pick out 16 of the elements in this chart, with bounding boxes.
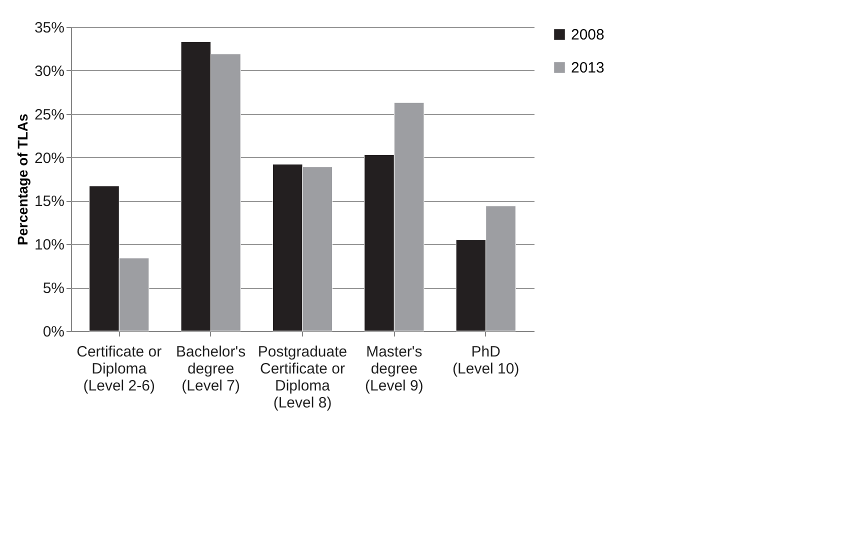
x-tick-label: PhD (Level 10) [452,344,520,378]
x-tick-label: Postgraduate Certificate or Diploma (Level 8) [258,344,348,412]
y-tick-label: 25% [34,106,64,124]
legend-label: 2008 [571,26,604,44]
y-axis-title: Percentage of TLAs [14,114,30,246]
y-tick-label: 15% [34,193,64,210]
y-tick-label: 35% [34,20,64,36]
legend-label: 2013 [571,60,604,76]
x-tick-label: Master's degree (Level 9) [365,344,424,394]
y-tick-label: 0% [42,324,64,340]
y-tick-label: 10% [34,236,64,254]
x-tick-label: Certificate or Diploma (Level 2-6) [76,344,162,394]
y-tick-label: 20% [34,150,64,167]
y-tick-label: 30% [34,62,64,80]
x-tick-label: Bachelor's degree (Level 7) [176,344,246,394]
y-tick-label: 5% [42,280,64,298]
